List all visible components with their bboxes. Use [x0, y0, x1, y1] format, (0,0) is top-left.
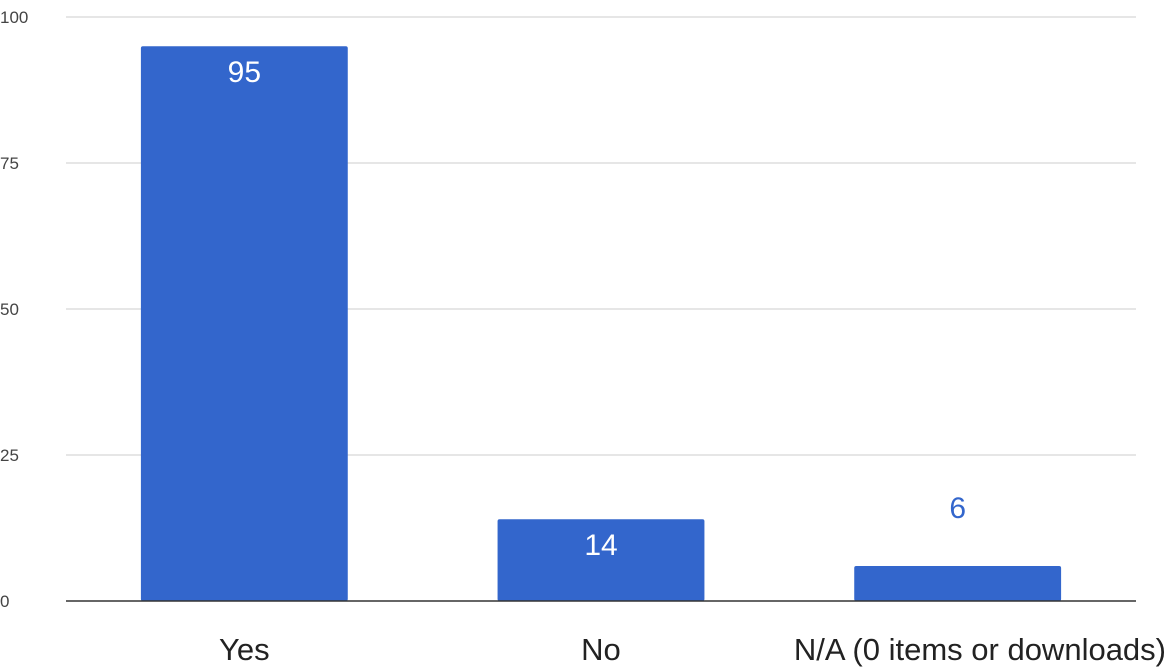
bars — [140, 46, 1062, 601]
x-axis-category-labels: Yes No N/A (0 items or downloads) — [219, 632, 1166, 667]
data-labels: 95 14 6 — [228, 56, 966, 562]
data-label: 14 — [584, 529, 617, 562]
category-label: No — [581, 632, 621, 667]
category-label: Yes — [219, 632, 270, 667]
bar — [497, 519, 705, 601]
y-tick-label: 75 — [0, 154, 19, 173]
y-tick-label: 50 — [0, 300, 19, 319]
y-axis-tick-labels: 0 25 50 75 100 — [0, 8, 28, 611]
y-tick-label: 100 — [0, 8, 28, 27]
y-tick-label: 0 — [0, 592, 9, 611]
y-tick-label: 25 — [0, 446, 19, 465]
category-label: N/A (0 items or downloads) — [794, 632, 1166, 667]
data-label: 6 — [949, 492, 966, 525]
data-label: 95 — [228, 56, 261, 89]
bar — [854, 565, 1062, 601]
bar — [140, 46, 348, 601]
